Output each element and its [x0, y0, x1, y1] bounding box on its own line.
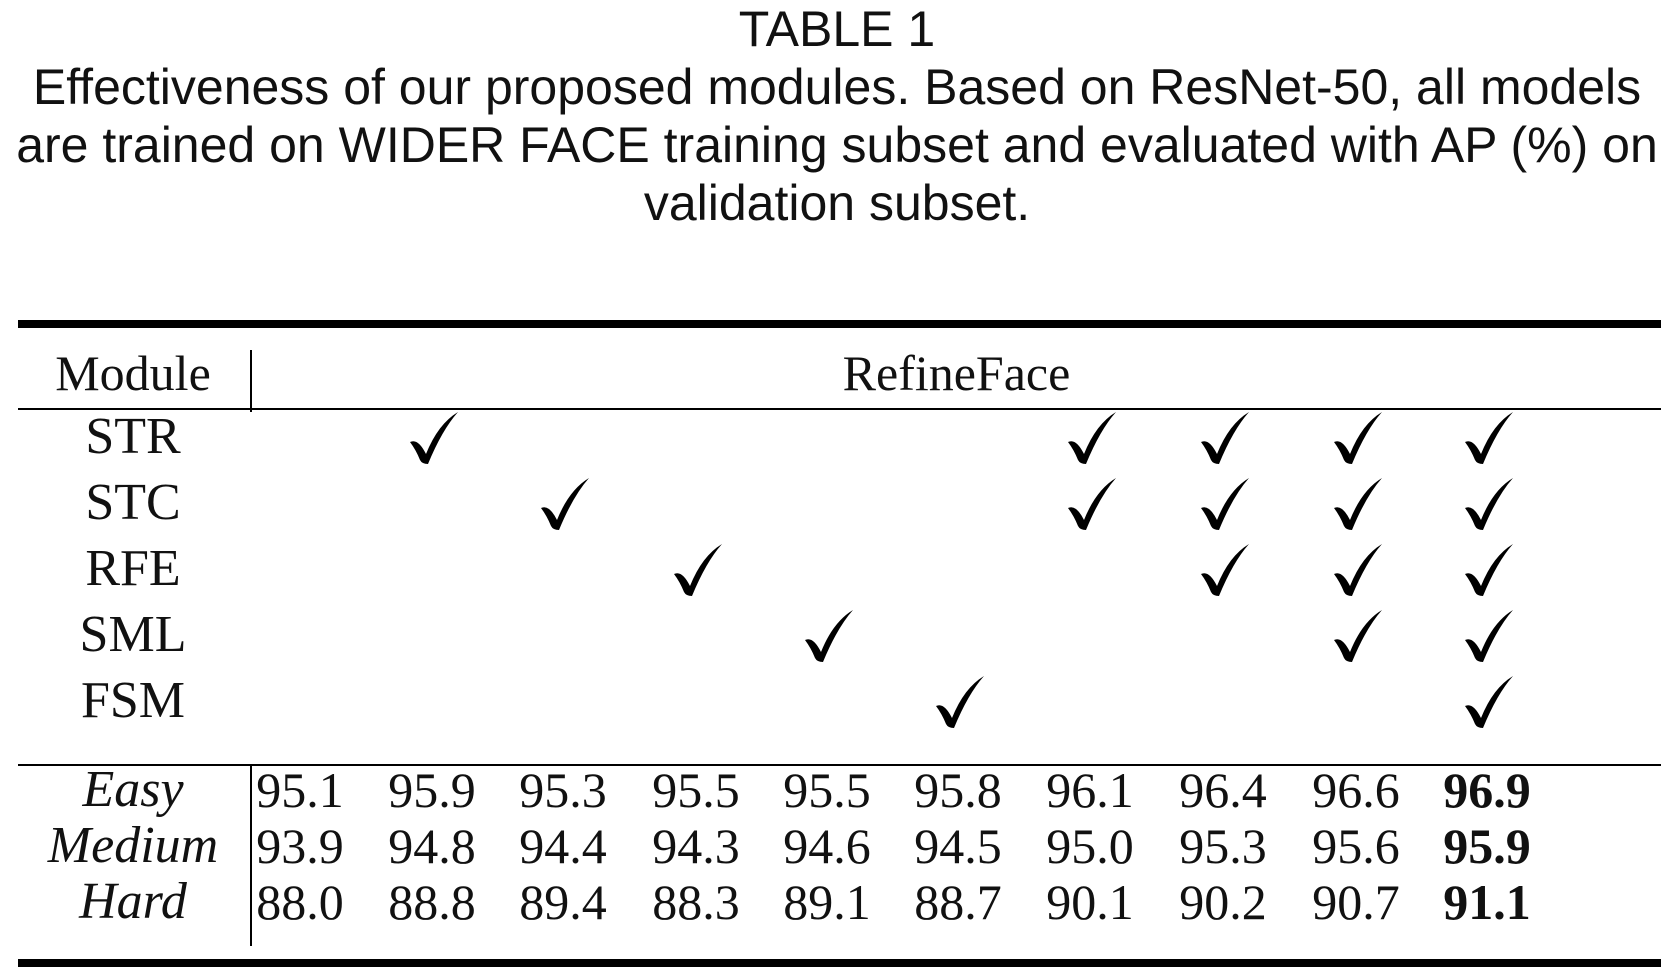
metrics-divider	[250, 764, 252, 946]
metric-value: 95.3	[1179, 818, 1267, 874]
metric-value: 88.7	[914, 874, 1002, 930]
checkmark-icon	[533, 474, 593, 534]
checkmark-icon	[1193, 540, 1253, 600]
header-rule	[18, 408, 1661, 410]
module-row-fsm: FSM	[18, 666, 1661, 736]
metric-row-hard: Hard 88.0 88.8 89.4 88.3 89.1 88.7 90.1 90.2 90.7…	[18, 873, 1661, 931]
metric-value: 94.3	[652, 818, 740, 874]
metric-value: 94.4	[519, 818, 607, 874]
module-name: FSM	[80, 672, 186, 729]
metric-value: 95.8	[914, 762, 1002, 818]
checkmark-icon	[1326, 606, 1386, 666]
metric-name: Easy	[82, 761, 184, 818]
checkmark-icon	[1457, 540, 1517, 600]
metric-value: 95.1	[256, 762, 344, 818]
metric-row-easy: Easy 95.1 95.9 95.3 95.5 95.5 95.8 96.1 96.4 96.6…	[18, 761, 1661, 819]
checkmark-icon	[1326, 408, 1386, 468]
metrics-rule	[18, 764, 1661, 766]
metric-value: 94.8	[388, 818, 476, 874]
metric-value: 90.1	[1046, 874, 1134, 930]
metric-value: 94.5	[914, 818, 1002, 874]
metric-value: 90.7	[1312, 874, 1400, 930]
metric-value: 96.1	[1046, 762, 1134, 818]
checkmark-icon	[1060, 408, 1120, 468]
metric-value: 89.1	[783, 874, 871, 930]
header-divider	[250, 350, 252, 412]
metric-value: 88.3	[652, 874, 740, 930]
metric-value: 91.1	[1443, 874, 1531, 930]
metric-value: 90.2	[1179, 874, 1267, 930]
module-row-rfe: RFE	[18, 534, 1661, 604]
module-header: Module	[55, 345, 211, 401]
module-row-str: STR	[18, 402, 1661, 472]
checkmark-icon	[666, 540, 726, 600]
metric-value: 95.9	[388, 762, 476, 818]
metric-value: 94.6	[783, 818, 871, 874]
bottom-rule	[18, 959, 1661, 967]
table-caption: TABLE 1 Effectiveness of our proposed mo…	[0, 0, 1674, 232]
metric-value: 95.3	[519, 762, 607, 818]
checkmark-icon	[797, 606, 857, 666]
caption-text: Effectiveness of our proposed modules. B…	[16, 59, 1658, 231]
metric-value: 93.9	[256, 818, 344, 874]
module-name: STC	[85, 474, 181, 531]
checkmark-icon	[1457, 474, 1517, 534]
module-name: RFE	[85, 540, 181, 597]
checkmark-icon	[928, 672, 988, 732]
metric-value: 96.6	[1312, 762, 1400, 818]
metric-value: 89.4	[519, 874, 607, 930]
checkmark-icon	[402, 408, 462, 468]
metric-name: Medium	[47, 817, 219, 874]
checkmark-icon	[1457, 408, 1517, 468]
metric-name: Hard	[79, 873, 187, 930]
checkmark-icon	[1457, 672, 1517, 732]
checkmark-icon	[1457, 606, 1517, 666]
metric-value: 88.0	[256, 874, 344, 930]
module-row-sml: SML	[18, 600, 1661, 670]
module-row-stc: STC	[18, 468, 1661, 538]
metric-value: 95.5	[652, 762, 740, 818]
refineface-header: RefineFace	[842, 345, 1071, 401]
module-name: STR	[85, 408, 181, 465]
checkmark-icon	[1193, 408, 1253, 468]
checkmark-icon	[1060, 474, 1120, 534]
checkmark-icon	[1326, 474, 1386, 534]
metric-value: 88.8	[388, 874, 476, 930]
metric-row-medium: Medium 93.9 94.8 94.4 94.3 94.6 94.5 95.0 95.3 95…	[18, 817, 1661, 875]
metric-value: 96.9	[1443, 762, 1531, 818]
metric-value: 95.0	[1046, 818, 1134, 874]
metric-value: 95.6	[1312, 818, 1400, 874]
table-label: TABLE 1	[738, 1, 936, 57]
checkmark-icon	[1326, 540, 1386, 600]
module-name: SML	[79, 606, 187, 663]
checkmark-icon	[1193, 474, 1253, 534]
metric-value: 96.4	[1179, 762, 1267, 818]
metric-value: 95.5	[783, 762, 871, 818]
top-rule	[18, 320, 1661, 328]
metric-value: 95.9	[1443, 818, 1531, 874]
